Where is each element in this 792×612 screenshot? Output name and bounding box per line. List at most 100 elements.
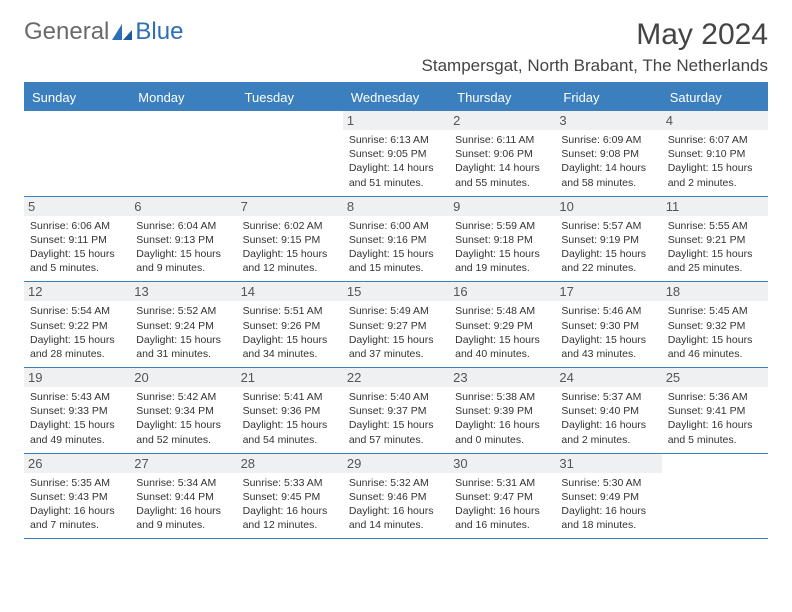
sunset-text: Sunset: 9:43 PM	[30, 490, 124, 504]
day-number: 6	[130, 197, 236, 216]
day-cell: 19Sunrise: 5:43 AMSunset: 9:33 PMDayligh…	[24, 368, 130, 453]
sunset-text: Sunset: 9:15 PM	[243, 233, 337, 247]
sunset-text: Sunset: 9:45 PM	[243, 490, 337, 504]
day-cell: 18Sunrise: 5:45 AMSunset: 9:32 PMDayligh…	[662, 282, 768, 367]
sunrise-text: Sunrise: 5:33 AM	[243, 476, 337, 490]
title-block: May 2024	[636, 18, 768, 52]
day-cell: 5Sunrise: 6:06 AMSunset: 9:11 PMDaylight…	[24, 197, 130, 282]
sunset-text: Sunset: 9:33 PM	[30, 404, 124, 418]
sunrise-text: Sunrise: 5:32 AM	[349, 476, 443, 490]
sunrise-text: Sunrise: 5:52 AM	[136, 304, 230, 318]
day-cell: 7 Sunrise: 6:02 AMSunset: 9:15 PMDaylight…	[237, 197, 343, 282]
day-number: 3	[555, 111, 661, 130]
week-row: 26Sunrise: 5:35 AMSunset: 9:43 PMDayligh…	[24, 454, 768, 540]
daylight-text: Daylight: 15 hours and 5 minutes.	[30, 247, 124, 275]
daylight-text: Daylight: 15 hours and 31 minutes.	[136, 333, 230, 361]
day-number: 10	[555, 197, 661, 216]
day-number: 22	[343, 368, 449, 387]
daylight-text: Daylight: 15 hours and 25 minutes.	[668, 247, 762, 275]
day-cell: 23Sunrise: 5:38 AMSunset: 9:39 PMDayligh…	[449, 368, 555, 453]
daylight-text: Daylight: 15 hours and 52 minutes.	[136, 418, 230, 446]
sunrise-text: Sunrise: 5:49 AM	[349, 304, 443, 318]
sunset-text: Sunset: 9:27 PM	[349, 319, 443, 333]
dayhead-monday: Monday	[130, 84, 236, 111]
sunrise-text: Sunrise: 5:42 AM	[136, 390, 230, 404]
dayhead-thursday: Thursday	[449, 84, 555, 111]
sunrise-text: Sunrise: 5:43 AM	[30, 390, 124, 404]
month-title: May 2024	[636, 18, 768, 52]
daylight-text: Daylight: 16 hours and 7 minutes.	[30, 504, 124, 532]
daylight-text: Daylight: 15 hours and 15 minutes.	[349, 247, 443, 275]
day-number: 8	[343, 197, 449, 216]
week-row: 5Sunrise: 6:06 AMSunset: 9:11 PMDaylight…	[24, 197, 768, 283]
sunset-text: Sunset: 9:37 PM	[349, 404, 443, 418]
sunrise-text: Sunrise: 5:34 AM	[136, 476, 230, 490]
sunset-text: Sunset: 9:39 PM	[455, 404, 549, 418]
daylight-text: Daylight: 15 hours and 22 minutes.	[561, 247, 655, 275]
logo: General Blue	[24, 18, 183, 46]
day-cell: 9Sunrise: 5:59 AMSunset: 9:18 PMDaylight…	[449, 197, 555, 282]
day-number: 2	[449, 111, 555, 130]
sunset-text: Sunset: 9:29 PM	[455, 319, 549, 333]
sunrise-text: Sunrise: 5:45 AM	[668, 304, 762, 318]
sunset-text: Sunset: 9:24 PM	[136, 319, 230, 333]
day-number: 25	[662, 368, 768, 387]
sunset-text: Sunset: 9:06 PM	[455, 147, 549, 161]
day-cell: 28Sunrise: 5:33 AMSunset: 9:45 PMDayligh…	[237, 454, 343, 539]
sunrise-text: Sunrise: 6:02 AM	[243, 219, 337, 233]
daylight-text: Daylight: 15 hours and 12 minutes.	[243, 247, 337, 275]
sunset-text: Sunset: 9:08 PM	[561, 147, 655, 161]
sunrise-text: Sunrise: 6:04 AM	[136, 219, 230, 233]
day-number: 15	[343, 282, 449, 301]
day-cell: 24Sunrise: 5:37 AMSunset: 9:40 PMDayligh…	[555, 368, 661, 453]
daylight-text: Daylight: 15 hours and 19 minutes.	[455, 247, 549, 275]
sunset-text: Sunset: 9:47 PM	[455, 490, 549, 504]
day-cell: 15Sunrise: 5:49 AMSunset: 9:27 PMDayligh…	[343, 282, 449, 367]
day-number: 7	[237, 197, 343, 216]
day-cell: 25Sunrise: 5:36 AMSunset: 9:41 PMDayligh…	[662, 368, 768, 453]
sunset-text: Sunset: 9:32 PM	[668, 319, 762, 333]
sunset-text: Sunset: 9:21 PM	[668, 233, 762, 247]
day-number: 24	[555, 368, 661, 387]
location: Stampersgat, North Brabant, The Netherla…	[24, 56, 768, 76]
sunset-text: Sunset: 9:49 PM	[561, 490, 655, 504]
week-row: 12Sunrise: 5:54 AMSunset: 9:22 PMDayligh…	[24, 282, 768, 368]
sunrise-text: Sunrise: 6:07 AM	[668, 133, 762, 147]
day-cell: 13Sunrise: 5:52 AMSunset: 9:24 PMDayligh…	[130, 282, 236, 367]
day-cell: 3Sunrise: 6:09 AMSunset: 9:08 PMDaylight…	[555, 111, 661, 196]
day-cell: 26Sunrise: 5:35 AMSunset: 9:43 PMDayligh…	[24, 454, 130, 539]
sunset-text: Sunset: 9:36 PM	[243, 404, 337, 418]
sunrise-text: Sunrise: 6:09 AM	[561, 133, 655, 147]
day-cell: 4Sunrise: 6:07 AMSunset: 9:10 PMDaylight…	[662, 111, 768, 196]
sunrise-text: Sunrise: 6:06 AM	[30, 219, 124, 233]
dayhead-sunday: Sunday	[24, 84, 130, 111]
sunset-text: Sunset: 9:05 PM	[349, 147, 443, 161]
empty-cell	[130, 111, 236, 196]
day-number: 29	[343, 454, 449, 473]
daylight-text: Daylight: 16 hours and 14 minutes.	[349, 504, 443, 532]
sunset-text: Sunset: 9:10 PM	[668, 147, 762, 161]
daylight-text: Daylight: 15 hours and 40 minutes.	[455, 333, 549, 361]
daylight-text: Daylight: 16 hours and 16 minutes.	[455, 504, 549, 532]
daylight-text: Daylight: 15 hours and 2 minutes.	[668, 161, 762, 189]
day-cell: 17Sunrise: 5:46 AMSunset: 9:30 PMDayligh…	[555, 282, 661, 367]
daylight-text: Daylight: 15 hours and 49 minutes.	[30, 418, 124, 446]
daylight-text: Daylight: 14 hours and 55 minutes.	[455, 161, 549, 189]
logo-text-blue: Blue	[135, 18, 183, 46]
day-cell: 11Sunrise: 5:55 AMSunset: 9:21 PMDayligh…	[662, 197, 768, 282]
empty-cell	[662, 454, 768, 539]
day-number: 28	[237, 454, 343, 473]
daylight-text: Daylight: 15 hours and 54 minutes.	[243, 418, 337, 446]
sunset-text: Sunset: 9:13 PM	[136, 233, 230, 247]
sunrise-text: Sunrise: 5:30 AM	[561, 476, 655, 490]
weeks-container: 1Sunrise: 6:13 AMSunset: 9:05 PMDaylight…	[24, 111, 768, 539]
dayhead-row: SundayMondayTuesdayWednesdayThursdayFrid…	[24, 84, 768, 111]
sunrise-text: Sunrise: 5:35 AM	[30, 476, 124, 490]
sunrise-text: Sunrise: 5:37 AM	[561, 390, 655, 404]
day-cell: 12Sunrise: 5:54 AMSunset: 9:22 PMDayligh…	[24, 282, 130, 367]
day-cell: 2Sunrise: 6:11 AMSunset: 9:06 PMDaylight…	[449, 111, 555, 196]
day-cell: 14Sunrise: 5:51 AMSunset: 9:26 PMDayligh…	[237, 282, 343, 367]
sunset-text: Sunset: 9:30 PM	[561, 319, 655, 333]
header: General Blue May 2024	[24, 18, 768, 52]
day-cell: 20Sunrise: 5:42 AMSunset: 9:34 PMDayligh…	[130, 368, 236, 453]
